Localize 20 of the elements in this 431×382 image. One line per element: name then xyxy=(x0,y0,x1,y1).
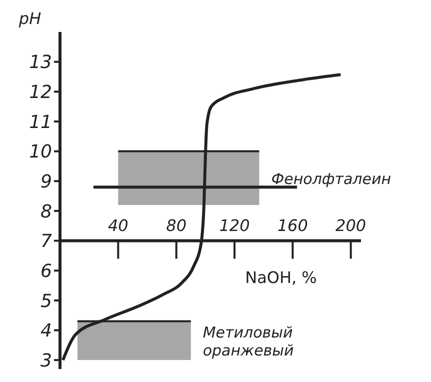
x-axis-title: NaOH, % xyxy=(245,268,317,287)
y-tick-label: 3 xyxy=(40,350,52,372)
y-tick-label: 10 xyxy=(29,142,52,163)
y-tick-label: 11 xyxy=(29,112,52,133)
x-tick-label: 80 xyxy=(166,216,187,235)
y-axis-title: pH xyxy=(18,9,42,28)
series-label: Фенолфталеин xyxy=(271,170,392,188)
x-tick-label: 120 xyxy=(219,216,250,235)
x-tick-label: 40 xyxy=(108,216,128,235)
x-tick-label: 200 xyxy=(336,216,366,235)
y-tick-label: 8 xyxy=(40,201,52,222)
y-tick-label: 4 xyxy=(40,320,52,342)
y-tick-label: 12 xyxy=(29,82,52,104)
x-tick-label: 160 xyxy=(277,216,308,235)
y-tick-label: 9 xyxy=(40,172,52,193)
y-tick-label: 7 xyxy=(40,231,53,252)
y-tick-label: 6 xyxy=(40,260,52,282)
y-tick-label: 5 xyxy=(40,290,52,312)
series-label: Метиловый оранжевый xyxy=(202,324,294,360)
y-tick-label: 13 xyxy=(29,52,52,74)
